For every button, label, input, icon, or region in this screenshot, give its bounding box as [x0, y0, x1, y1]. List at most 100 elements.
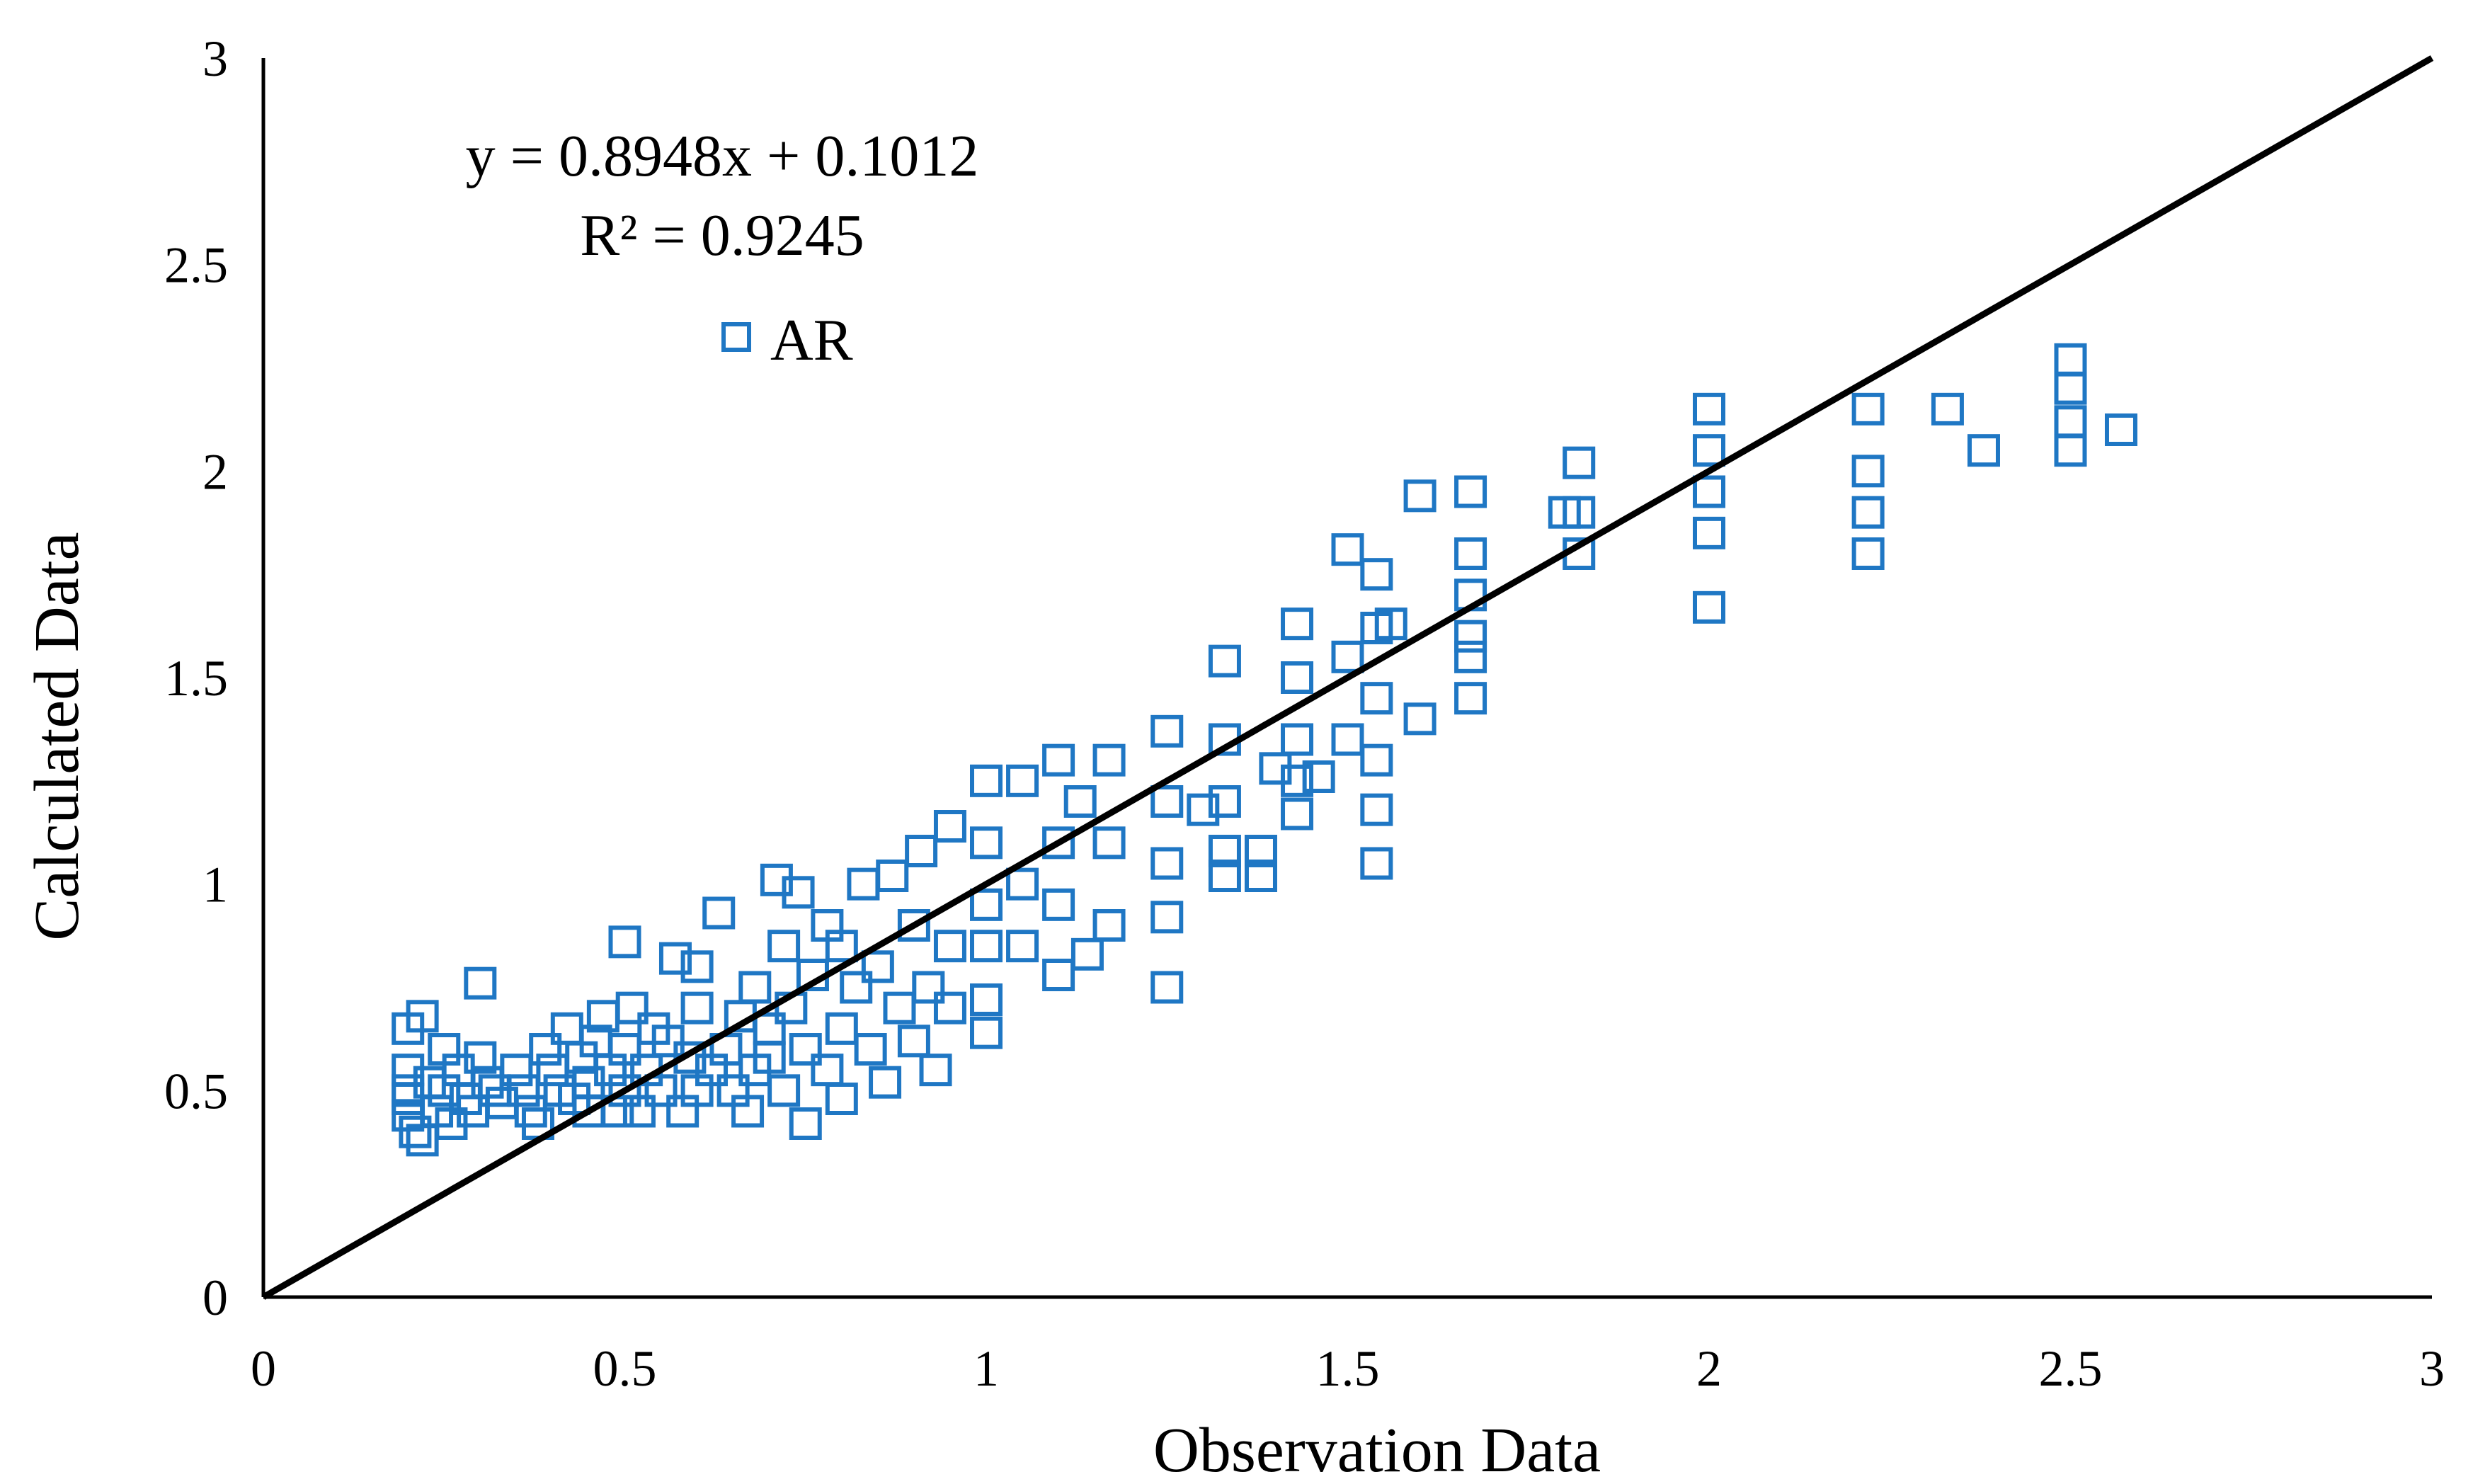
x-tick-label: 3	[2419, 1340, 2445, 1397]
y-tick-label: 0	[202, 1269, 228, 1326]
data-point	[702, 896, 736, 930]
data-point	[825, 1012, 858, 1045]
y-tick-label: 1	[202, 857, 228, 913]
data-point	[1851, 496, 1885, 529]
data-point	[2104, 413, 2137, 446]
y-tick-label: 2.5	[164, 237, 228, 294]
data-point	[789, 1107, 822, 1140]
y-tick-label: 3	[202, 30, 228, 87]
data-point	[608, 1033, 641, 1066]
data-point	[825, 930, 858, 963]
data-point	[406, 1000, 439, 1033]
reference-line-layer	[261, 55, 2434, 1300]
data-point	[840, 971, 873, 1004]
data-point	[1281, 723, 1314, 756]
data-point	[1150, 971, 1184, 1004]
x-tick-label: 2	[1696, 1340, 1722, 1397]
data-point	[1244, 835, 1277, 867]
data-point	[970, 764, 1003, 797]
data-point	[753, 1041, 786, 1074]
data-point	[680, 991, 714, 1024]
data-point	[1360, 558, 1393, 591]
data-point	[1967, 434, 2000, 467]
data-point	[883, 991, 916, 1024]
data-point	[854, 1033, 887, 1066]
data-point	[1208, 644, 1241, 678]
data-point	[1092, 826, 1126, 860]
data-point	[658, 942, 692, 975]
data-point	[905, 835, 938, 867]
data-point	[1693, 516, 1725, 549]
data-point	[1150, 714, 1184, 748]
data-point	[970, 930, 1003, 963]
data-point	[464, 1041, 497, 1074]
data-point	[1403, 479, 1437, 513]
y-tick-label: 1.5	[164, 650, 228, 707]
x-tick-labels: 0 0.5 1 1.5 2 2.5 3	[251, 1340, 2445, 1397]
data-point	[1092, 909, 1126, 942]
x-axis-title: Observation Data	[1153, 1415, 1601, 1484]
data-point	[1150, 847, 1184, 880]
data-point	[912, 971, 945, 1004]
data-point	[1208, 860, 1241, 892]
data-point	[1302, 760, 1335, 793]
data-point	[731, 1095, 765, 1128]
data-point	[1563, 446, 1596, 479]
data-point	[782, 876, 815, 909]
data-point	[1281, 661, 1314, 694]
data-point	[1454, 537, 1487, 570]
data-point	[680, 950, 714, 983]
data-point	[897, 909, 930, 942]
data-point	[1360, 682, 1393, 715]
data-point	[1244, 860, 1277, 892]
y-tick-label: 0.5	[164, 1063, 228, 1119]
data-point	[529, 1033, 562, 1066]
data-point	[1851, 392, 1885, 426]
data-point	[861, 950, 894, 983]
data-point	[933, 810, 966, 843]
data-point	[1360, 793, 1393, 826]
data-point	[1693, 475, 1725, 508]
data-point	[1331, 640, 1364, 673]
data-point	[1360, 743, 1393, 777]
data-point	[1042, 743, 1075, 777]
r-squared-value: R² = 0.9245	[580, 202, 864, 268]
data-point	[1454, 682, 1487, 715]
data-point	[1403, 702, 1437, 736]
data-point	[970, 888, 1003, 921]
x-tick-label: 0.5	[593, 1340, 657, 1397]
data-point	[1454, 475, 1487, 508]
data-point	[608, 925, 641, 959]
data-point	[789, 1033, 822, 1066]
data-point	[1374, 607, 1407, 641]
data-point	[970, 983, 1003, 1016]
data-point	[897, 1024, 930, 1058]
data-point	[1042, 888, 1075, 921]
data-point	[1693, 392, 1725, 426]
data-point	[1006, 867, 1039, 901]
data-point	[651, 1024, 685, 1058]
data-point	[1006, 764, 1039, 797]
data-point	[1693, 434, 1725, 467]
data-point	[1042, 959, 1075, 991]
x-tick-label: 1.5	[1316, 1340, 1380, 1397]
data-point	[1150, 785, 1184, 818]
data-point	[399, 1115, 432, 1148]
data-point	[970, 826, 1003, 860]
data-point	[500, 1054, 533, 1087]
x-tick-label: 1	[973, 1340, 999, 1397]
y-axis-title: Calculated Data	[22, 532, 92, 940]
data-point	[869, 1066, 902, 1099]
data-point	[1331, 723, 1364, 756]
data-point	[1693, 590, 1725, 624]
data-point	[1208, 785, 1241, 818]
data-point	[644, 1074, 678, 1107]
data-point	[2054, 372, 2087, 405]
data-point	[1092, 743, 1126, 777]
legend-marker	[721, 322, 751, 352]
data-point	[2054, 434, 2087, 467]
data-point	[1851, 537, 1885, 570]
data-point	[933, 930, 966, 963]
data-point	[1563, 496, 1596, 529]
